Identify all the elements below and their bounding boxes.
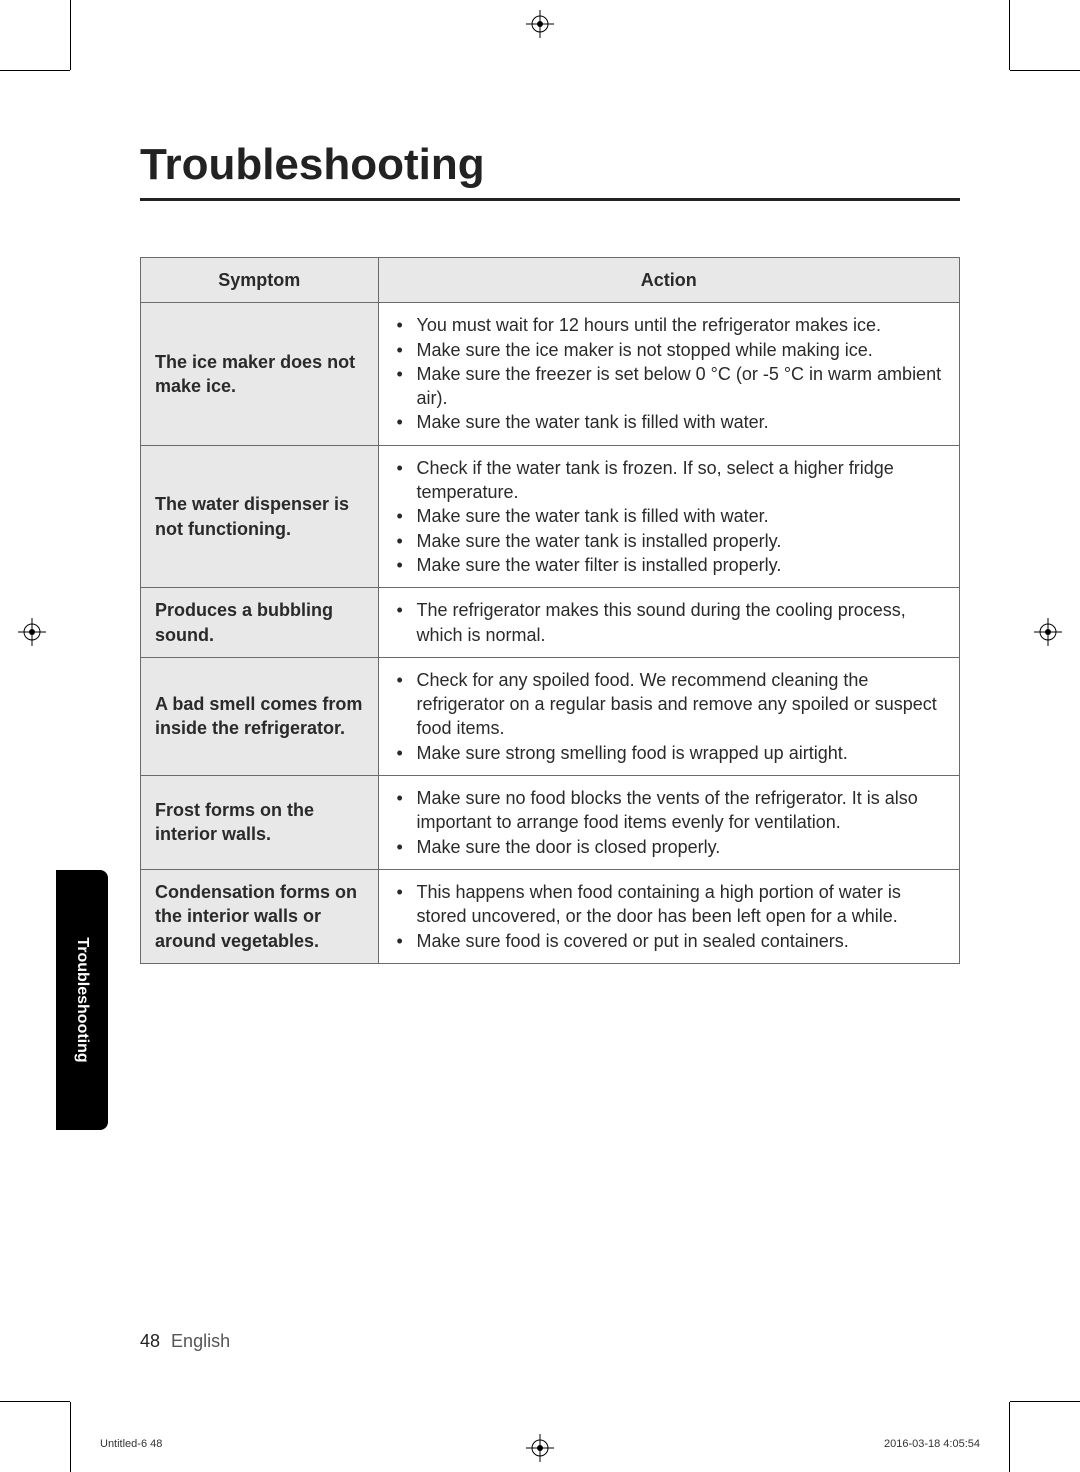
print-footer-left: Untitled-6 48 xyxy=(100,1438,162,1450)
table-row: A bad smell comes from inside the refrig… xyxy=(141,657,960,775)
action-item: Make sure the ice maker is not stopped w… xyxy=(393,338,946,362)
print-footer-right: 2016-03-18 4:05:54 xyxy=(884,1438,980,1450)
table-row: Produces a bubbling sound. The refrigera… xyxy=(141,588,960,658)
page-number: 48 xyxy=(140,1331,160,1351)
symptom-cell: A bad smell comes from inside the refrig… xyxy=(141,657,379,775)
action-cell: You must wait for 12 hours until the ref… xyxy=(378,303,960,445)
page-title: Troubleshooting xyxy=(140,140,960,190)
action-cell: Make sure no food blocks the vents of th… xyxy=(378,776,960,870)
symptom-cell: Frost forms on the interior walls. xyxy=(141,776,379,870)
action-item: Make sure the freezer is set below 0 °C … xyxy=(393,362,946,411)
action-item: The refrigerator makes this sound during… xyxy=(393,598,946,647)
page-language: English xyxy=(171,1331,230,1351)
troubleshooting-table: Symptom Action The ice maker does not ma… xyxy=(140,257,960,964)
action-cell: This happens when food containing a high… xyxy=(378,869,960,963)
action-item: Make sure the water tank is filled with … xyxy=(393,410,946,434)
table-row: The ice maker does not make ice. You mus… xyxy=(141,303,960,445)
action-item: Make sure strong smelling food is wrappe… xyxy=(393,741,946,765)
table-header-row: Symptom Action xyxy=(141,258,960,303)
page-content: Troubleshooting Symptom Action The ice m… xyxy=(0,0,1080,1472)
action-cell: Check if the water tank is frozen. If so… xyxy=(378,445,960,587)
action-item: Check for any spoiled food. We recommend… xyxy=(393,668,946,741)
action-cell: Check for any spoiled food. We recommend… xyxy=(378,657,960,775)
action-item: Make sure the water filter is installed … xyxy=(393,553,946,577)
action-cell: The refrigerator makes this sound during… xyxy=(378,588,960,658)
table-row: The water dispenser is not functioning. … xyxy=(141,445,960,587)
symptom-cell: Condensation forms on the interior walls… xyxy=(141,869,379,963)
action-item: Make sure food is covered or put in seal… xyxy=(393,929,946,953)
table-row: Condensation forms on the interior walls… xyxy=(141,869,960,963)
action-item: You must wait for 12 hours until the ref… xyxy=(393,313,946,337)
action-item: Make sure the water tank is installed pr… xyxy=(393,529,946,553)
symptom-cell: Produces a bubbling sound. xyxy=(141,588,379,658)
action-item: Make sure no food blocks the vents of th… xyxy=(393,786,946,835)
action-item: Make sure the water tank is filled with … xyxy=(393,504,946,528)
title-rule xyxy=(140,198,960,201)
symptom-cell: The ice maker does not make ice. xyxy=(141,303,379,445)
header-symptom: Symptom xyxy=(141,258,379,303)
table-row: Frost forms on the interior walls. Make … xyxy=(141,776,960,870)
action-item: Make sure the door is closed properly. xyxy=(393,835,946,859)
page-footer: 48 English xyxy=(140,1331,230,1352)
header-action: Action xyxy=(378,258,960,303)
symptom-cell: The water dispenser is not functioning. xyxy=(141,445,379,587)
action-item: This happens when food containing a high… xyxy=(393,880,946,929)
action-item: Check if the water tank is frozen. If so… xyxy=(393,456,946,505)
